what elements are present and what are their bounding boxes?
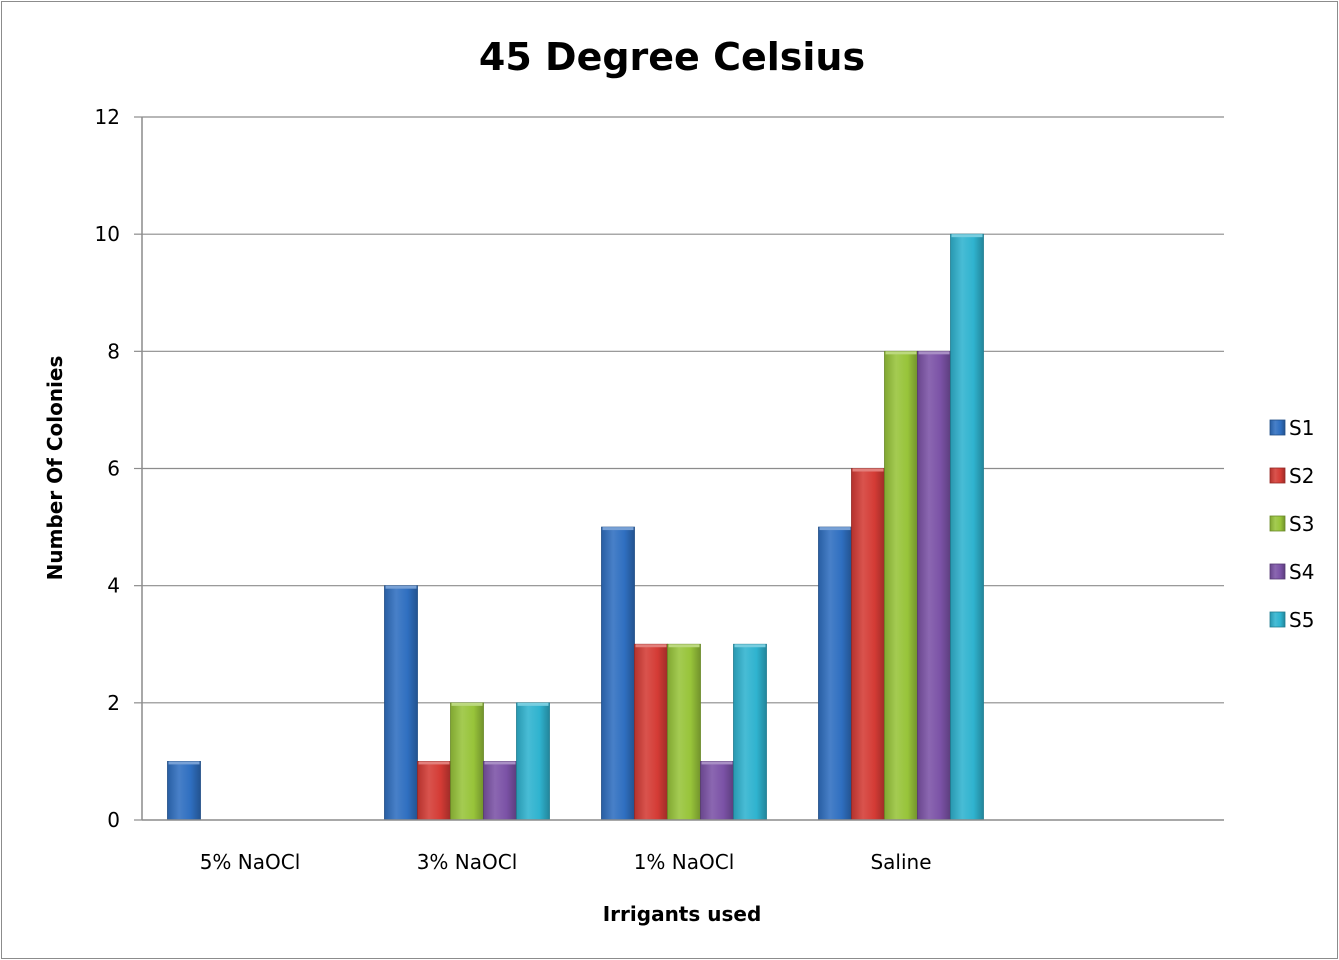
- legend-label-s5: S5: [1289, 608, 1314, 632]
- bars: [167, 233, 984, 821]
- bar-s1-3: [818, 526, 852, 821]
- bar-top-highlight: [418, 761, 450, 765]
- bar-s5-3: [950, 233, 984, 821]
- y-tick-label: 12: [95, 105, 120, 129]
- bar-s2-1: [417, 761, 451, 821]
- gridlines: [142, 116, 1224, 704]
- y-tick-label: 6: [107, 457, 120, 481]
- bar-s2-3: [851, 468, 885, 821]
- y-tick-label: 10: [95, 222, 120, 246]
- bar-top-highlight: [701, 761, 733, 765]
- legend-label-s1: S1: [1289, 416, 1314, 440]
- y-tick-label: 8: [107, 339, 120, 363]
- bar-s1-2: [601, 526, 635, 821]
- x-axis-title: Irrigants used: [603, 902, 762, 926]
- x-tick-label: 3% NaOCl: [417, 850, 518, 874]
- bar-s4-2: [700, 761, 734, 821]
- bar-top-highlight: [951, 234, 983, 238]
- x-tick-labels: 5% NaOCl 3% NaOCl 1% NaOCl Saline: [200, 850, 932, 874]
- chart-title: 45 Degree Celsius: [479, 35, 865, 79]
- bar-top-highlight: [168, 761, 200, 765]
- bar-top-highlight: [885, 351, 917, 355]
- bar-top-highlight: [484, 761, 516, 765]
- bar-top-highlight: [635, 644, 667, 648]
- bar-top-highlight: [517, 702, 549, 706]
- bar-s2-2: [634, 643, 668, 821]
- bar-top-highlight: [734, 644, 766, 648]
- x-tick-label: 5% NaOCl: [200, 850, 301, 874]
- bar-top-highlight: [918, 351, 950, 355]
- legend-label-s2: S2: [1289, 464, 1314, 488]
- legend-swatch-s4: [1269, 563, 1286, 580]
- bar-s4-3: [917, 350, 951, 821]
- x-tick-label: Saline: [870, 850, 931, 874]
- legend-swatch-s1: [1269, 419, 1286, 436]
- bar-s1-0: [167, 761, 201, 821]
- x-tick-label: 1% NaOCl: [634, 850, 735, 874]
- bar-s3-3: [884, 350, 918, 821]
- legend-label-s3: S3: [1289, 512, 1314, 536]
- bar-top-highlight: [385, 585, 417, 589]
- y-tick-label: 2: [107, 691, 120, 715]
- bar-top-highlight: [602, 527, 634, 531]
- legend: S1 S2 S3 S4 S5: [1269, 416, 1314, 632]
- bar-s5-1: [516, 702, 550, 821]
- y-axis-title: Number Of Colonies: [43, 356, 67, 581]
- bar-s3-1: [450, 702, 484, 821]
- legend-label-s4: S4: [1289, 560, 1314, 584]
- bar-top-highlight: [451, 702, 483, 706]
- bar-s1-1: [384, 585, 418, 821]
- legend-swatch-s3: [1269, 515, 1286, 532]
- bar-top-highlight: [819, 527, 851, 531]
- y-tick-label: 4: [107, 574, 120, 598]
- y-tick-labels: 0 2 4 6 8 10 12: [95, 105, 142, 832]
- bar-s4-1: [483, 761, 517, 821]
- bar-s3-2: [667, 643, 701, 821]
- legend-swatch-s5: [1269, 611, 1286, 628]
- y-tick-label: 0: [107, 808, 120, 832]
- legend-swatch-s2: [1269, 467, 1286, 484]
- bar-top-highlight: [852, 468, 884, 472]
- bar-s5-2: [733, 643, 767, 821]
- bar-top-highlight: [668, 644, 700, 648]
